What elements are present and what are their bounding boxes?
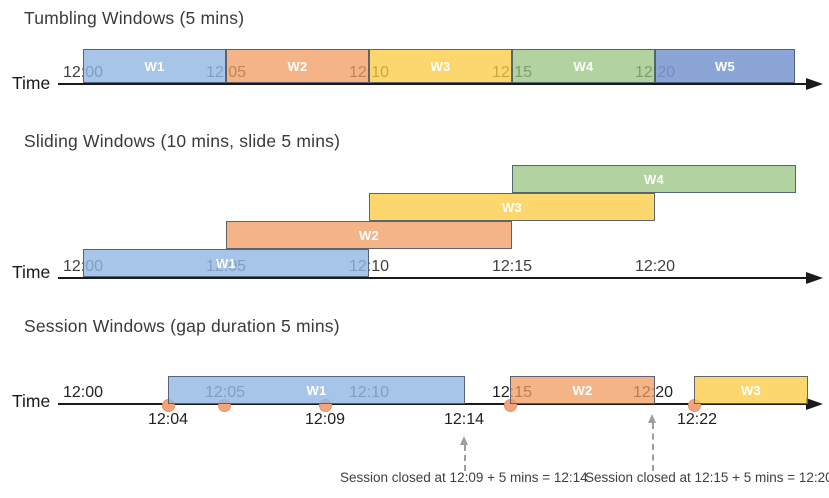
time-axis-label: Time <box>12 262 51 282</box>
dashed-arrow-up-icon <box>648 414 656 471</box>
window-label: W3 <box>740 382 762 398</box>
event-time-label: 12:22 <box>676 411 718 428</box>
window-bar-w1: W1 <box>168 376 465 404</box>
axis-arrowhead-icon <box>806 78 823 90</box>
time-axis-label: Time <box>12 73 51 93</box>
window-label: W2 <box>572 382 593 398</box>
window-bar-w4: W4 <box>512 49 655 83</box>
window-label: W1 <box>144 58 165 74</box>
window-bar-w2: W2 <box>226 49 369 83</box>
tick-label: 12:15 <box>491 258 533 275</box>
time-axis <box>58 403 808 406</box>
sliding-section-title: Sliding Windows (10 mins, slide 5 mins) <box>24 131 341 151</box>
window-label: W3 <box>430 58 451 74</box>
session-section-title: Session Windows (gap duration 5 mins) <box>24 316 340 336</box>
window-bar-w1: W1 <box>83 249 369 277</box>
arrowhead-icon <box>648 414 656 423</box>
window-bar-w1: W1 <box>83 49 226 83</box>
session-annotation: Session closed at 12:15 + 5 mins = 12:20 <box>585 470 829 485</box>
axis-arrowhead-icon <box>806 272 823 284</box>
window-label: W4 <box>573 58 594 74</box>
tumbling-section-title: Tumbling Windows (5 mins) <box>24 8 245 28</box>
window-label: W4 <box>643 171 665 187</box>
arrow-shaft <box>463 445 466 471</box>
tick-label: 12:00 <box>62 384 104 401</box>
window-bar-w4: W4 <box>512 165 796 193</box>
window-bar-w2: W2 <box>510 376 655 404</box>
window-label: W1 <box>215 255 237 271</box>
window-bar-w3: W3 <box>694 376 808 404</box>
window-label: W3 <box>501 199 523 215</box>
axis-arrowhead-icon <box>806 398 823 410</box>
session-annotation: Session closed at 12:09 + 5 mins = 12:14 <box>340 470 588 485</box>
time-axis <box>58 277 808 280</box>
window-bar-w3: W3 <box>369 49 512 83</box>
time-axis <box>58 83 808 86</box>
event-time-label: 12:09 <box>304 411 346 428</box>
event-time-label: 12:14 <box>443 411 485 428</box>
arrowhead-icon <box>460 436 468 445</box>
window-label: W2 <box>358 227 380 243</box>
event-time-label: 12:04 <box>147 411 189 428</box>
arrow-shaft <box>651 423 654 471</box>
window-label: W1 <box>306 382 327 398</box>
tick-label: 12:20 <box>634 258 676 275</box>
dashed-arrow-up-icon <box>460 436 468 471</box>
window-bar-w3: W3 <box>369 193 655 221</box>
window-bar-w5: W5 <box>655 49 795 83</box>
window-bar-w2: W2 <box>226 221 512 249</box>
window-label: W5 <box>714 58 736 74</box>
window-label: W2 <box>287 58 308 74</box>
time-axis-label: Time <box>12 391 51 411</box>
